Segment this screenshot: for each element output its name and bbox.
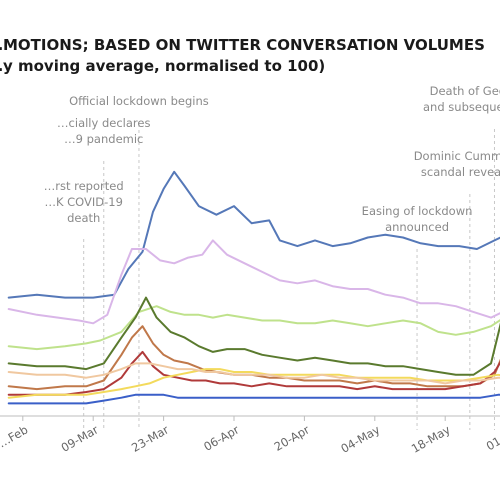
x-tick-label: 04-May [338,422,382,456]
annotation-text: Death of George Floyd [430,84,500,98]
annotation-text: Easing of lockdown [362,204,473,218]
series-line-2 [7,239,500,325]
series-line-1 [7,170,500,299]
x-tick-label: 09-Mar [59,422,101,455]
series-line-7 [7,368,500,399]
annotation-text: and subsequent protests [423,100,500,114]
series-line-4 [7,296,500,376]
series-line-6 [7,350,500,396]
chart-title: …MOTIONS; BASED ON TWITTER CONVERSATION … [0,36,485,54]
x-tick-label: …Feb [0,422,30,450]
x-tick-label: 18-May [409,422,453,456]
series-line-5 [7,325,500,391]
annotation-text: death [67,211,100,225]
series-line-9 [7,393,500,405]
annotation-text: scandal revealed [421,165,500,179]
x-tick-label: 20-Apr [272,422,313,453]
annotation-text: …rst reported [44,179,124,193]
event-annotations: …rst reported …K COVID-19 death …cially dec… [44,84,500,234]
series-line-8 [7,362,500,385]
x-tick-label: 06-Apr [201,422,242,453]
annotation-text: …K COVID-19 [44,195,122,209]
annotation-text: …cially declares [57,116,150,130]
annotation-text: Official lockdown begins [69,94,209,108]
x-axis-ticks: …Feb 09-Mar 23-Mar 06-Apr 20-Apr 04-May 18-May… [0,416,500,456]
x-tick-label: 23-Mar [129,422,171,455]
annotation-text: …9 pandemic [64,132,143,146]
chart-subtitle: …y moving average, normalised to 100) [0,57,325,75]
series-lines [7,170,500,405]
x-tick-label: 01-Jun [484,422,500,453]
series-line-3 [7,305,500,351]
annotation-text: announced [385,220,449,234]
annotation-text: Dominic Cummings [414,149,500,163]
